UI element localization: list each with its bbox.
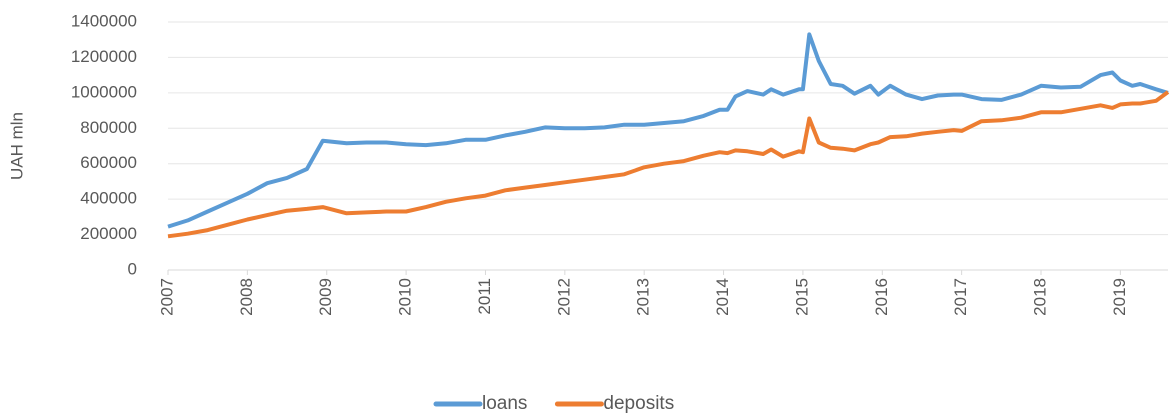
line-series — [167, 32, 1169, 229]
y-tick-label: 1000000 — [71, 82, 137, 101]
y-tick-label: 600000 — [80, 153, 137, 172]
x-tick-label: 2013 — [634, 278, 653, 316]
y-tick-label: 400000 — [80, 189, 137, 208]
y-tick-label: 0 — [128, 259, 137, 278]
y-tick-label: 800000 — [80, 118, 137, 137]
x-tick-label: 2018 — [1031, 278, 1050, 316]
y-axis-label: UAH mln — [7, 112, 26, 180]
x-tick-label: 2015 — [792, 278, 811, 316]
x-tick-label: 2007 — [157, 278, 176, 316]
y-tick-label: 200000 — [80, 224, 137, 243]
x-tick-label: 2016 — [872, 278, 891, 316]
x-tick-label: 2014 — [713, 278, 732, 316]
x-tick-label: 2017 — [951, 278, 970, 316]
x-tick-label: 2011 — [475, 278, 494, 315]
x-tick-label: 2019 — [1110, 278, 1129, 316]
line-series — [167, 90, 1170, 239]
legend-label: loans — [482, 393, 527, 414]
x-tick-label: 2009 — [316, 278, 335, 316]
legend-label: deposits — [603, 393, 674, 414]
x-tick-label: 2008 — [237, 278, 256, 316]
legend: loans deposits — [433, 393, 674, 414]
x-tick-label: 2010 — [396, 278, 415, 316]
x-tick-label: 2012 — [554, 278, 573, 316]
y-tick-label: 1200000 — [71, 47, 137, 66]
y-tick-label: 1400000 — [71, 11, 137, 30]
